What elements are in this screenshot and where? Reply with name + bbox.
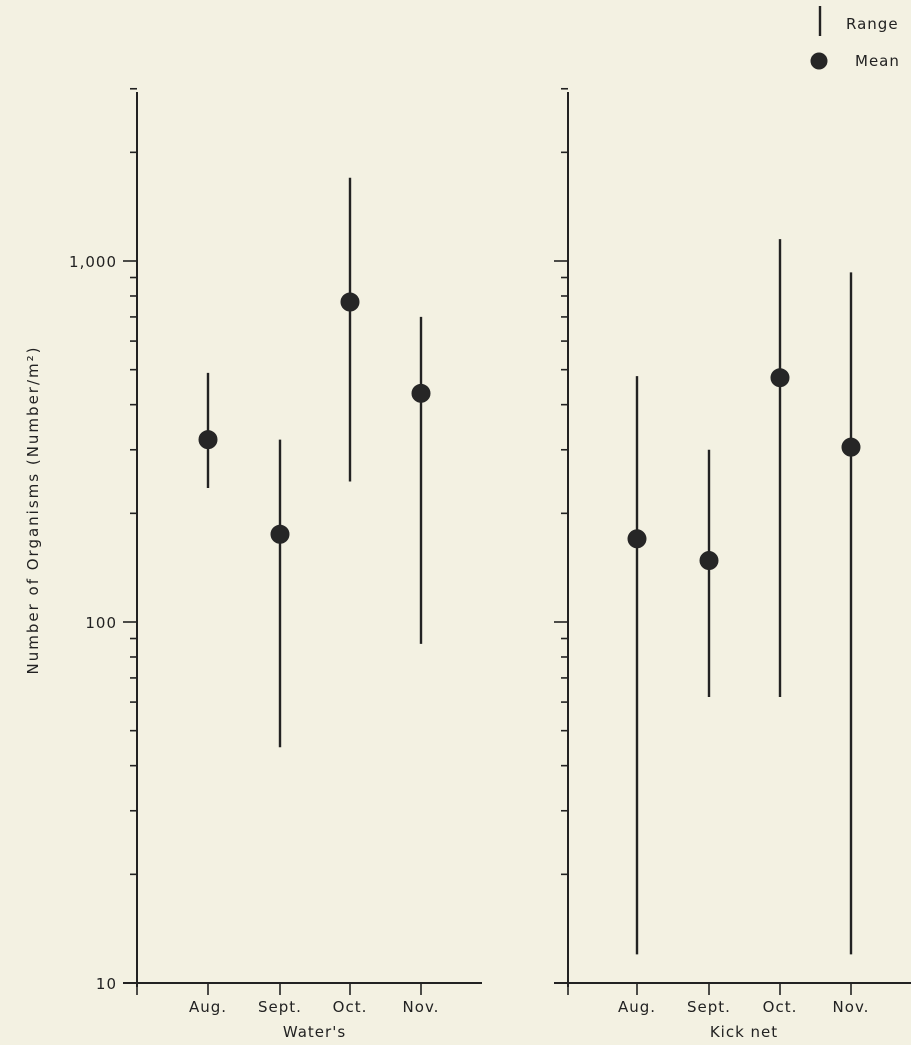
panel-waters: 10 100 1,000 Aug. Sept. Oct. Nov. Water's: [69, 87, 482, 1041]
kicknet-mean-point: [770, 368, 790, 388]
kicknet-x-tick-label: Aug.: [618, 998, 656, 1016]
kicknet-x-tick-label: Sept.: [687, 998, 731, 1016]
waters-y-tick-label: 10: [96, 975, 117, 993]
kicknet-x-tick-label: Oct.: [763, 998, 798, 1016]
y-axis-label: Number of Organisms (Number/m²): [24, 346, 42, 675]
waters-x-tick-label: Sept.: [258, 998, 302, 1016]
waters-y-tick-label: 1,000: [69, 253, 117, 271]
waters-mean-point: [198, 430, 218, 450]
kicknet-x-tick-label: Nov.: [833, 998, 870, 1016]
waters-mean-point: [270, 524, 290, 544]
waters-x-axis-label: Water's: [283, 1023, 346, 1041]
waters-x-tick-label: Nov.: [403, 998, 440, 1016]
legend-mean-symbol: [810, 52, 828, 70]
waters-mean-point: [340, 292, 360, 312]
legend-mean-label: Mean: [855, 52, 900, 70]
waters-x-tick-label: Oct.: [333, 998, 368, 1016]
legend: Range Mean: [810, 6, 900, 70]
waters-x-tick-label: Aug.: [189, 998, 227, 1016]
kicknet-mean-point: [699, 551, 719, 571]
waters-y-tick-label: 100: [85, 614, 117, 632]
legend-range-label: Range: [846, 15, 899, 33]
kicknet-mean-point: [841, 437, 861, 457]
kicknet-x-axis-label: Kick net: [710, 1023, 778, 1041]
panel-kick-net: Aug. Sept. Oct. Nov. Kick net: [554, 87, 911, 1041]
waters-mean-point: [411, 383, 431, 403]
kicknet-mean-point: [627, 529, 647, 549]
